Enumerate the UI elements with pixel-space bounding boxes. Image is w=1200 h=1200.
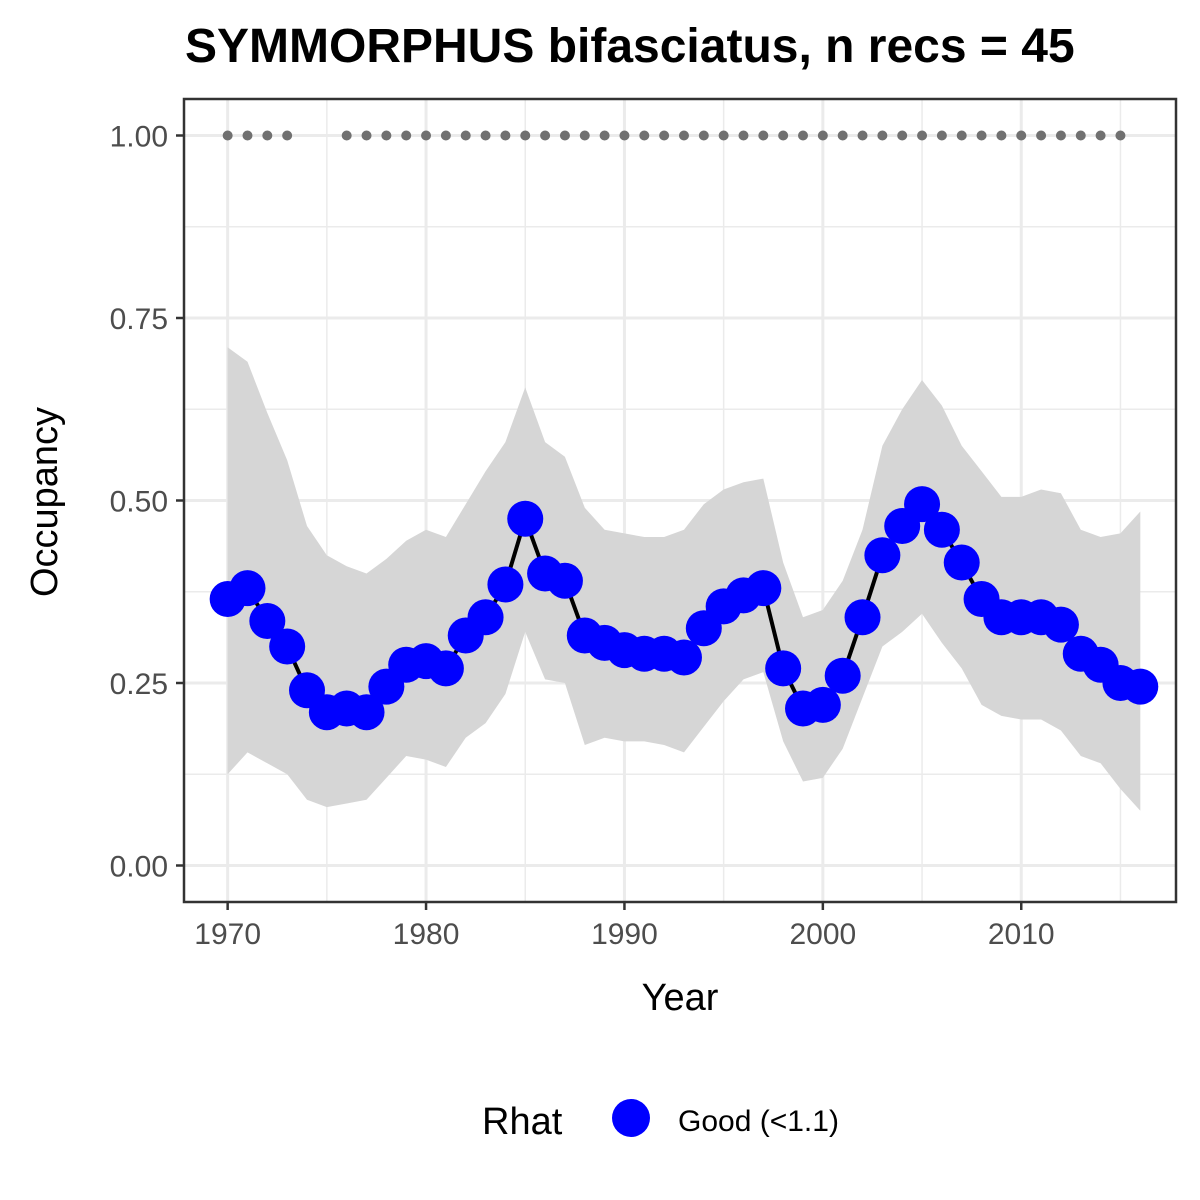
record-dot <box>917 130 928 141</box>
record-dot <box>520 130 531 141</box>
occupancy-point <box>904 486 941 523</box>
record-dot <box>1036 130 1047 141</box>
record-dot <box>857 130 868 141</box>
record-dot <box>778 130 789 141</box>
record-dot <box>1075 130 1086 141</box>
legend-key-good <box>612 1099 650 1137</box>
x-axis: 1970 1980 1990 2000 2010 <box>194 902 1055 951</box>
occupancy-point <box>943 544 980 581</box>
occupancy-point <box>804 686 841 723</box>
occupancy-point <box>1122 668 1159 705</box>
occupancy-point <box>229 570 266 607</box>
occupancy-point <box>467 599 504 636</box>
record-dot <box>659 130 670 141</box>
occupancy-point <box>864 537 901 574</box>
occupancy-points <box>209 486 1159 731</box>
y-axis-title: Occupancy <box>24 407 66 597</box>
y-axis: 0.00 0.25 0.50 0.75 1.00 <box>110 121 184 884</box>
occupancy-point <box>844 599 881 636</box>
legend-label-good: Good (<1.1) <box>678 1105 839 1138</box>
legend: Rhat Good (<1.1) <box>482 1099 839 1143</box>
legend-title: Rhat <box>482 1101 563 1143</box>
x-tick-label: 1980 <box>393 918 460 951</box>
record-dot <box>817 130 828 141</box>
y-tick-label: 0.25 <box>110 668 168 701</box>
record-dot <box>480 130 491 141</box>
y-tick-label: 0.00 <box>110 851 168 884</box>
record-year-dots <box>222 130 1126 141</box>
record-dot <box>579 130 590 141</box>
occupancy-point <box>1042 606 1079 643</box>
occupancy-point <box>765 650 802 687</box>
record-dot <box>678 130 689 141</box>
x-tick-label: 2000 <box>789 918 856 951</box>
record-dot <box>559 130 570 141</box>
record-dot <box>718 130 729 141</box>
x-tick-label: 1970 <box>194 918 261 951</box>
record-dot <box>1115 130 1126 141</box>
record-dot <box>1055 130 1066 141</box>
y-tick-label: 0.50 <box>110 486 168 519</box>
occupancy-point <box>427 650 464 687</box>
record-dot <box>639 130 650 141</box>
record-dot <box>837 130 848 141</box>
record-dot <box>381 130 392 141</box>
occupancy-point <box>507 500 544 537</box>
record-dot <box>956 130 967 141</box>
record-dot <box>500 130 511 141</box>
confidence-ribbon <box>227 347 1141 811</box>
x-axis-title: Year <box>642 977 719 1019</box>
occupancy-point <box>487 566 524 603</box>
occupancy-point <box>348 694 385 731</box>
record-dot <box>540 130 551 141</box>
occupancy-point <box>824 657 861 694</box>
record-dot <box>738 130 749 141</box>
record-dot <box>361 130 372 141</box>
x-tick-label: 1990 <box>591 918 658 951</box>
occupancy-point <box>665 639 702 676</box>
record-dot <box>599 130 610 141</box>
record-dot <box>341 130 352 141</box>
occupancy-point <box>745 570 782 607</box>
record-dot <box>401 130 412 141</box>
occupancy-point <box>923 511 960 548</box>
record-dot <box>758 130 769 141</box>
record-dot <box>976 130 987 141</box>
record-dot <box>282 130 293 141</box>
record-dot <box>897 130 908 141</box>
record-dot <box>262 130 273 141</box>
record-dot <box>1016 130 1027 141</box>
record-dot <box>222 130 233 141</box>
record-dot <box>460 130 471 141</box>
record-dot <box>936 130 947 141</box>
occupancy-point <box>269 628 306 665</box>
record-dot <box>877 130 888 141</box>
x-tick-label: 2010 <box>988 918 1055 951</box>
y-tick-label: 0.75 <box>110 303 168 336</box>
record-dot <box>798 130 809 141</box>
record-dot <box>619 130 630 141</box>
record-dot <box>996 130 1007 141</box>
occupancy-point <box>249 602 286 639</box>
record-dot <box>242 130 253 141</box>
record-dot <box>1095 130 1106 141</box>
occupancy-point <box>546 562 583 599</box>
record-dot <box>421 130 432 141</box>
y-tick-label: 1.00 <box>110 121 168 154</box>
chart-title: SYMMORPHUS bifasciatus, n recs = 45 <box>185 20 1075 73</box>
record-dot <box>440 130 451 141</box>
record-dot <box>698 130 709 141</box>
